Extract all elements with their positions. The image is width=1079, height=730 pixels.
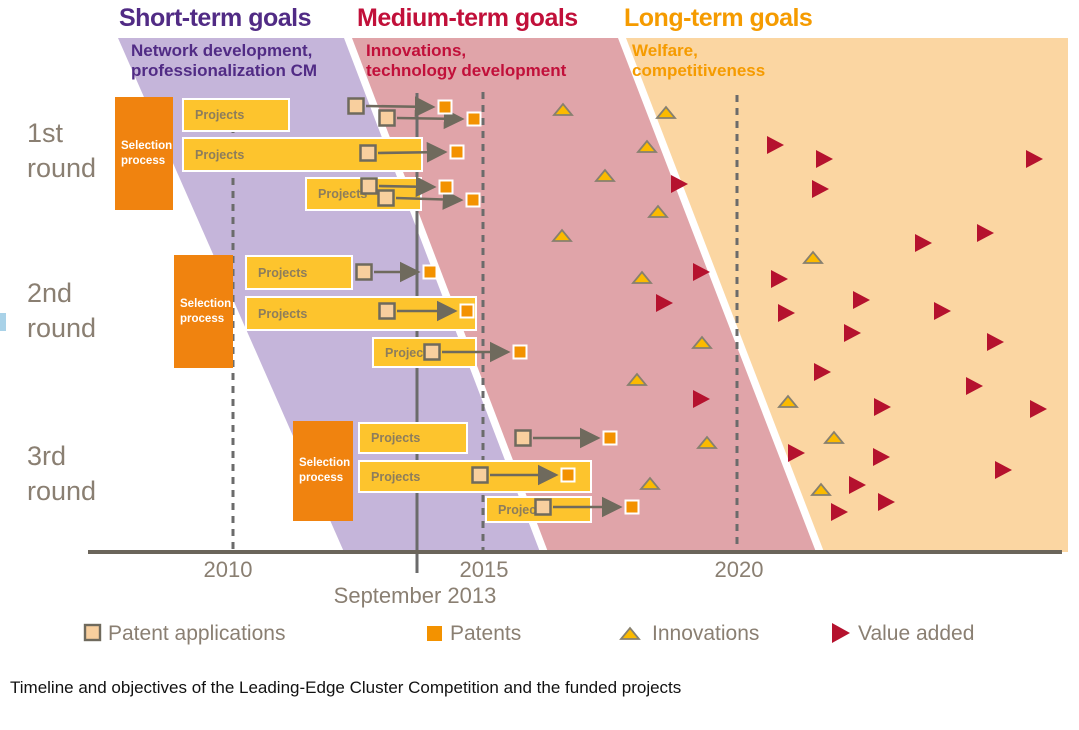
- patent-application-marker-4: [360, 177, 378, 195]
- patent-arrow-3: [377, 141, 448, 163]
- patent-application-marker-11: [534, 498, 552, 516]
- value-added-marker-13: [778, 304, 795, 322]
- innovation-marker-1: [552, 102, 574, 116]
- patent-arrow-1: [365, 96, 436, 118]
- value-added-marker-8: [693, 263, 710, 281]
- round-2-label: 2nd round: [27, 278, 97, 343]
- patent-marker-5: [465, 192, 481, 208]
- value-added-marker-4: [671, 175, 688, 193]
- innovation-marker-5: [647, 204, 669, 218]
- value-added-marker-15: [987, 333, 1004, 351]
- value-added-marker-17: [966, 377, 983, 395]
- innovation-marker-9: [691, 335, 713, 349]
- innovation-marker-6: [551, 228, 573, 242]
- round-2-selection-process: Selection process: [174, 255, 233, 368]
- value-added-marker-26: [831, 503, 848, 521]
- patent-marker-4: [438, 179, 454, 195]
- value-added-marker-23: [995, 461, 1012, 479]
- round-2-project-bar-1: Projects: [245, 255, 353, 290]
- patent-marker-3: [449, 144, 465, 160]
- value-added-marker-18: [693, 390, 710, 408]
- innovation-marker-3: [636, 139, 658, 153]
- round-3-selection-process: Selection process: [293, 421, 353, 521]
- innovation-marker-12: [823, 430, 845, 444]
- round-1-label: 1st round: [27, 118, 97, 183]
- value-added-marker-5: [812, 180, 829, 198]
- innovation-marker-7: [631, 270, 653, 284]
- medium-term-band: [352, 38, 816, 552]
- value-added-marker-11: [656, 294, 673, 312]
- innovation-marker-8: [802, 250, 824, 264]
- value-added-marker-22: [873, 448, 890, 466]
- patent-marker-11: [624, 499, 640, 515]
- patent-marker-6: [422, 264, 438, 280]
- value-added-marker-6: [977, 224, 994, 242]
- value-added-marker-3: [1026, 150, 1043, 168]
- innovation-marker-2: [655, 105, 677, 119]
- patent-marker-8: [512, 344, 528, 360]
- patent-application-marker-5: [377, 189, 395, 207]
- innovation-marker-10: [626, 372, 648, 386]
- value-added-marker-2: [816, 150, 833, 168]
- patent-application-marker-2: [378, 109, 396, 127]
- innovation-marker-4: [594, 168, 616, 182]
- value-added-marker-1: [767, 136, 784, 154]
- patent-application-marker-7: [378, 302, 396, 320]
- patent-marker-1: [437, 99, 453, 115]
- patent-marker-2: [466, 111, 482, 127]
- value-added-marker-12: [934, 302, 951, 320]
- innovation-marker-13: [696, 435, 718, 449]
- round-1-selection-process: Selection process: [115, 97, 173, 210]
- patent-marker-7: [459, 303, 475, 319]
- round-3-project-bar-1: Projects: [358, 422, 468, 454]
- patent-application-marker-10: [471, 466, 489, 484]
- value-added-marker-9: [771, 270, 788, 288]
- round-3-label: 3rd round: [27, 441, 97, 506]
- round-1-project-bar-1: Projects: [182, 98, 290, 132]
- patent-marker-9: [602, 430, 618, 446]
- patent-arrow-4: [378, 176, 437, 198]
- value-added-marker-21: [788, 444, 805, 462]
- value-added-marker-10: [853, 291, 870, 309]
- innovation-marker-15: [810, 482, 832, 496]
- patent-marker-10: [560, 467, 576, 483]
- innovation-marker-14: [639, 476, 661, 490]
- patent-arrow-5: [395, 189, 464, 210]
- patent-application-marker-1: [347, 97, 365, 115]
- value-added-marker-7: [915, 234, 932, 252]
- patent-application-marker-9: [514, 429, 532, 447]
- value-added-marker-14: [844, 324, 861, 342]
- value-added-marker-16: [814, 363, 831, 381]
- value-added-marker-24: [849, 476, 866, 494]
- patent-arrow-2: [396, 108, 465, 130]
- value-added-marker-20: [1030, 400, 1047, 418]
- patent-application-marker-6: [355, 263, 373, 281]
- patent-application-marker-3: [359, 144, 377, 162]
- value-added-marker-19: [874, 398, 891, 416]
- value-added-marker-25: [878, 493, 895, 511]
- patent-application-marker-8: [423, 343, 441, 361]
- round-1-project-bar-2: Projects: [182, 137, 423, 172]
- innovation-marker-11: [777, 394, 799, 408]
